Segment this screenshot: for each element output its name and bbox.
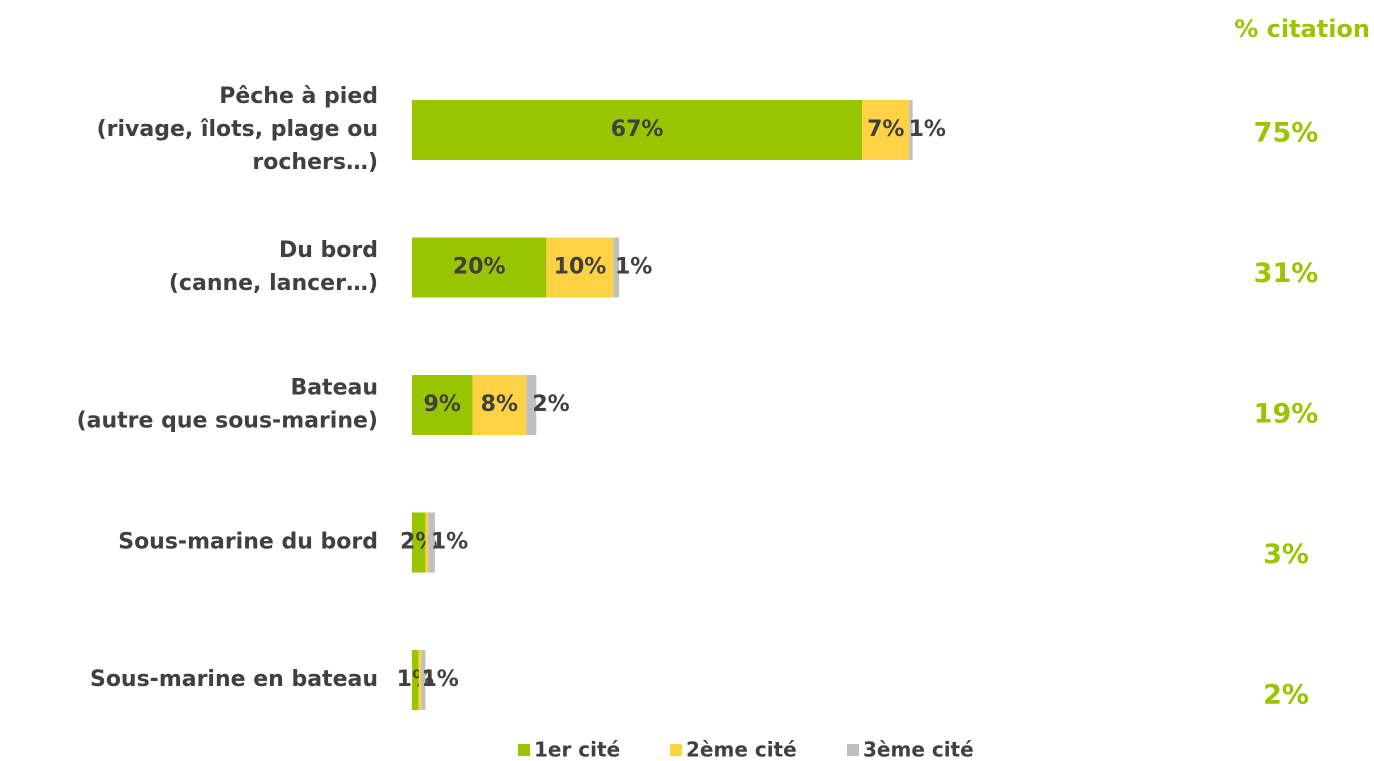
bar-segment bbox=[472, 375, 527, 435]
bar-segment bbox=[425, 512, 429, 573]
bar-segment bbox=[613, 237, 619, 298]
bar-segment bbox=[412, 650, 419, 710]
category-label: (autre que sous-marine) bbox=[77, 409, 378, 434]
total-label: 2% bbox=[1263, 680, 1309, 711]
bar-segment bbox=[546, 237, 614, 298]
bar-segment bbox=[412, 375, 473, 435]
category-label: (rivage, îlots, plage ou bbox=[97, 117, 378, 142]
legend-swatch bbox=[847, 744, 859, 756]
bar-segment bbox=[862, 100, 910, 160]
value-label: 1% bbox=[397, 667, 434, 692]
bar-segment bbox=[421, 650, 426, 710]
total-label: 3% bbox=[1263, 539, 1309, 570]
bar-segment bbox=[412, 512, 426, 573]
bar-segment bbox=[909, 100, 913, 160]
total-label: 19% bbox=[1254, 399, 1319, 430]
value-label: 7% bbox=[867, 117, 904, 142]
legend-swatch bbox=[670, 744, 682, 756]
category-label: Sous-marine du bord bbox=[118, 530, 378, 555]
category-label: rochers…) bbox=[252, 150, 378, 175]
category-label: Sous-marine en bateau bbox=[90, 667, 378, 692]
bar-segment bbox=[412, 100, 863, 160]
total-label: 75% bbox=[1254, 118, 1319, 149]
value-label: 1% bbox=[431, 530, 468, 555]
value-label: 20% bbox=[453, 255, 506, 280]
category-label: Bateau bbox=[290, 376, 378, 401]
total-title: % citation bbox=[1234, 15, 1370, 43]
category-label: (canne, lancer…) bbox=[169, 271, 378, 296]
bar-segment bbox=[418, 650, 422, 710]
value-label: 2% bbox=[532, 392, 569, 417]
total-label: 31% bbox=[1254, 258, 1319, 289]
legend-label: 2ème cité bbox=[686, 738, 797, 761]
bar-segment bbox=[412, 237, 547, 298]
category-label: Pêche à pied bbox=[219, 84, 378, 109]
category-label: Du bord bbox=[279, 238, 378, 263]
value-label: 67% bbox=[611, 117, 664, 142]
value-label: 1% bbox=[615, 255, 652, 280]
value-label: 9% bbox=[424, 392, 461, 417]
value-label: 8% bbox=[481, 392, 518, 417]
legend-label: 3ème cité bbox=[863, 738, 974, 761]
value-label: 1% bbox=[421, 667, 458, 692]
bar-segment bbox=[428, 512, 435, 573]
value-label: 1% bbox=[909, 117, 946, 142]
legend-swatch bbox=[518, 744, 530, 756]
legend-label: 1er cité bbox=[534, 738, 620, 761]
value-label: 10% bbox=[554, 255, 607, 280]
bar-segment bbox=[526, 375, 537, 435]
